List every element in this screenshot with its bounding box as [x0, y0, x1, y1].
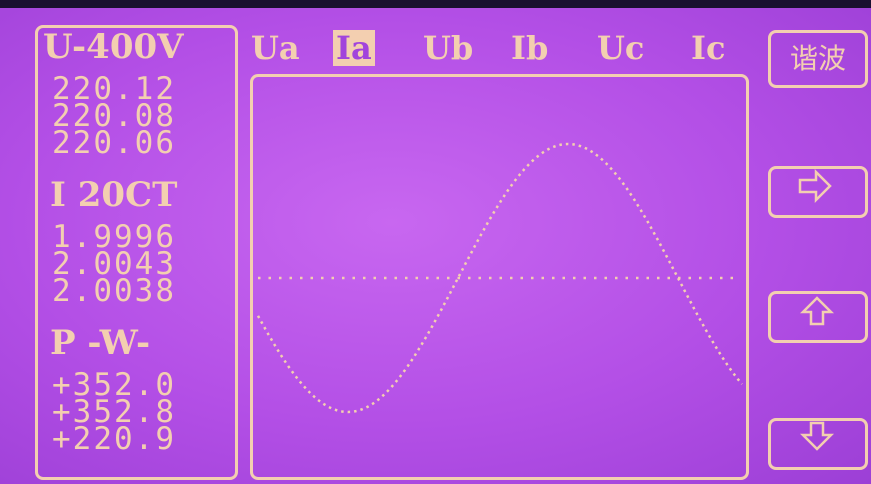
harmonic-button[interactable]: 谐波 [768, 30, 868, 88]
waveform [0, 8, 871, 484]
right-button[interactable] [768, 166, 868, 218]
lcd-screen: U-400V 220.12 220.08 220.06 I 20CT 1.999… [0, 8, 871, 484]
page: U-400V 220.12 220.08 220.06 I 20CT 1.999… [0, 0, 871, 484]
up-button[interactable] [768, 291, 868, 343]
down-button[interactable] [768, 418, 868, 470]
